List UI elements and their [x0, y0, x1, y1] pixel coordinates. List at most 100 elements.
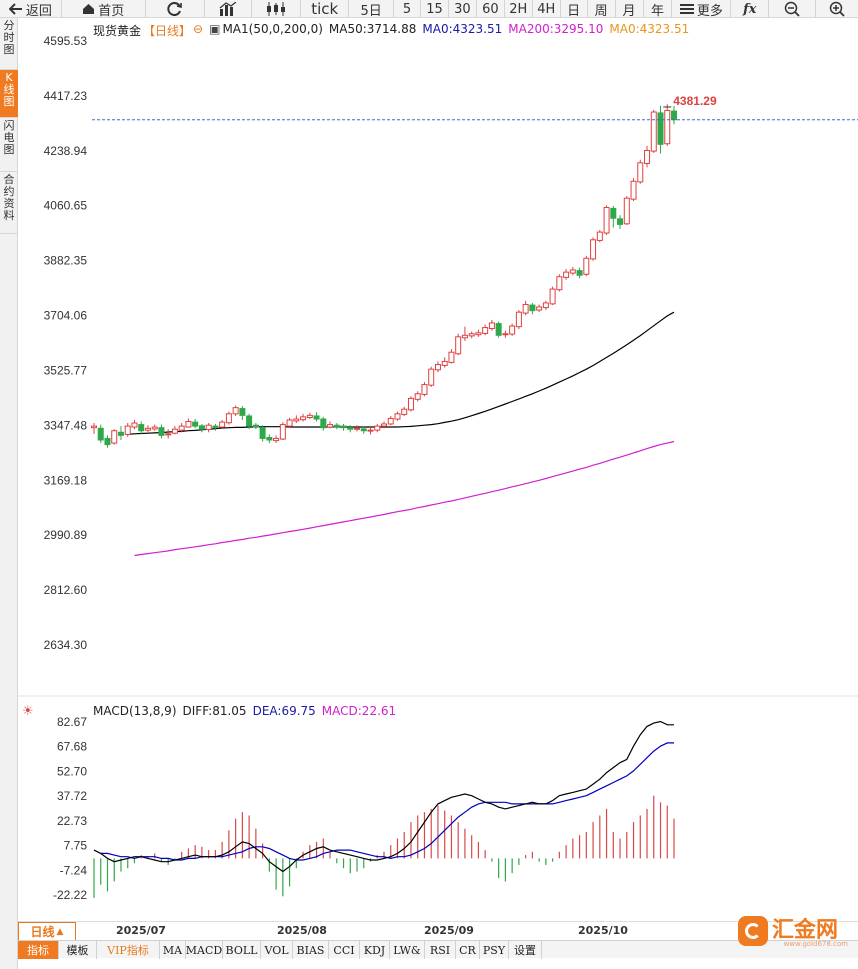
candle-body — [374, 425, 381, 431]
period-30m[interactable]: 30 — [449, 0, 477, 18]
back-button[interactable]: 返回 — [0, 0, 62, 19]
x-tick-label: 2025/07 — [116, 924, 166, 937]
macd-tick-label: 67.68 — [57, 740, 87, 754]
candle-body — [461, 334, 468, 339]
period-5m[interactable]: 5 — [394, 0, 422, 18]
formula-button[interactable]: fx — [731, 0, 770, 18]
candle-body — [502, 333, 509, 336]
period-5d[interactable]: 5日 — [349, 0, 395, 19]
candle-body — [219, 421, 226, 428]
candle-body — [495, 323, 502, 336]
x-tick-label: 2025/09 — [424, 924, 474, 937]
candle-body — [475, 332, 482, 336]
bar-chart-button[interactable] — [205, 0, 253, 18]
price-chart-svg[interactable]: 4595.53 4417.23 4238.94 4060.65 3882.35 3704.… — [18, 18, 858, 921]
candle-body — [91, 425, 97, 429]
period-4h[interactable]: 4H — [533, 0, 561, 18]
period-15m[interactable]: 15 — [421, 0, 449, 18]
price-tick-label: 3704.06 — [44, 309, 88, 323]
candle-body — [657, 112, 664, 145]
logo-icon — [738, 916, 768, 946]
candle-body — [407, 397, 414, 411]
vip-indicator-tab[interactable]: VIP指标 — [97, 941, 160, 959]
indicator-macd[interactable]: MACD — [186, 941, 223, 959]
period-60m[interactable]: 60 — [477, 0, 505, 18]
zoom-out-icon — [784, 1, 800, 17]
period-year[interactable]: 年 — [644, 0, 673, 19]
candle-body — [610, 207, 617, 219]
refresh-button[interactable] — [146, 0, 205, 18]
indicator-ma[interactable]: MA — [160, 941, 186, 959]
candle-body — [549, 288, 556, 305]
zoom-out-button[interactable] — [769, 0, 817, 18]
tab-kline[interactable]: K线图 — [0, 70, 18, 118]
ind-label: 设置 — [514, 945, 536, 957]
indicator-psy[interactable]: PSY — [480, 941, 509, 959]
legend-ma50: MA50:3714.88 — [328, 22, 417, 36]
candle-chart-button[interactable] — [252, 0, 302, 18]
candle-body — [259, 427, 266, 439]
period-2h[interactable]: 2H — [505, 0, 533, 18]
template-tab[interactable]: 模板 — [59, 941, 97, 959]
back-label: 返回 — [25, 3, 52, 19]
tick-label: tick — [311, 0, 339, 18]
candle-body — [583, 257, 590, 275]
candle-body — [144, 427, 151, 431]
tick-button[interactable]: tick — [301, 0, 350, 18]
tab-contract-info[interactable]: 合约资料 — [0, 172, 18, 234]
candle-body — [596, 231, 603, 241]
candle-body — [320, 418, 327, 429]
price-tick-label: 4238.94 — [44, 144, 88, 158]
indicator-vol[interactable]: VOL — [261, 941, 293, 959]
period-label: 年 — [650, 3, 664, 19]
site-logo: 汇金网 www.gold678.com — [738, 912, 856, 950]
time-axis: 日线 ▲ 2025/07 2025/08 2025/09 2025/10 — [18, 921, 858, 941]
indicator-icon[interactable]: ▣ — [209, 22, 221, 36]
period-label: 日 — [567, 3, 581, 19]
ind-label: CCI — [333, 943, 355, 957]
home-icon — [83, 4, 95, 14]
settings-tab[interactable]: 设置 — [509, 941, 542, 959]
x-tick-label: 2025/08 — [277, 924, 327, 937]
ind-label: PSY — [482, 943, 506, 957]
candle-body — [192, 421, 199, 427]
tab-flash-chart[interactable]: 闪电图 — [0, 118, 18, 172]
tab-label: 分时图 — [3, 19, 15, 56]
candle-body — [367, 429, 374, 432]
macd-settings-icon[interactable]: ☀ — [22, 704, 34, 719]
indicator-boll[interactable]: BOLL — [223, 941, 261, 959]
macd-legend: MACD(13,8,9) DIFF:81.05 DEA:69.75 MACD:2… — [93, 704, 402, 718]
candle-body — [293, 418, 300, 422]
ind-label: 指标 — [27, 945, 49, 957]
candle-body — [448, 351, 455, 363]
settings-icon[interactable]: ⊖ — [193, 22, 204, 36]
price-tick-label: 4060.65 — [44, 199, 88, 213]
indicator-tab-main[interactable]: 指标 — [18, 941, 59, 959]
candle-body — [644, 149, 651, 164]
period-day[interactable]: 日 — [561, 0, 588, 19]
period-selector-label: 日线 — [30, 925, 55, 939]
macd-tick-label: -7.24 — [60, 863, 88, 877]
legend-ma1: MA1(50,0,200,0) — [222, 22, 323, 36]
zoom-in-button[interactable] — [816, 0, 858, 18]
candle-body — [603, 206, 610, 234]
home-button[interactable]: 首页 — [62, 0, 146, 19]
more-button[interactable]: 更多 — [672, 0, 732, 19]
candle-body — [414, 393, 421, 400]
period-week[interactable]: 周 — [588, 0, 616, 19]
period-month[interactable]: 月 — [616, 0, 644, 19]
candle-body — [151, 426, 158, 430]
chart-area[interactable]: 4595.53 4417.23 4238.94 4060.65 3882.35 3704.… — [18, 18, 858, 921]
tab-time-sharing[interactable]: 分时图 — [0, 18, 18, 70]
indicator-rsi[interactable]: RSI — [425, 941, 456, 959]
indicator-lw[interactable]: LW& — [390, 941, 425, 959]
candle-body — [509, 325, 516, 335]
period-selector-button[interactable]: 日线 ▲ — [18, 922, 76, 941]
indicator-bias[interactable]: BIAS — [293, 941, 329, 959]
indicator-cci[interactable]: CCI — [329, 941, 360, 959]
candle-body — [360, 428, 367, 432]
period-label: 15 — [426, 1, 443, 17]
indicator-kdj[interactable]: KDJ — [360, 941, 390, 959]
indicator-cr[interactable]: CR — [456, 941, 480, 959]
dea-line — [100, 742, 674, 861]
